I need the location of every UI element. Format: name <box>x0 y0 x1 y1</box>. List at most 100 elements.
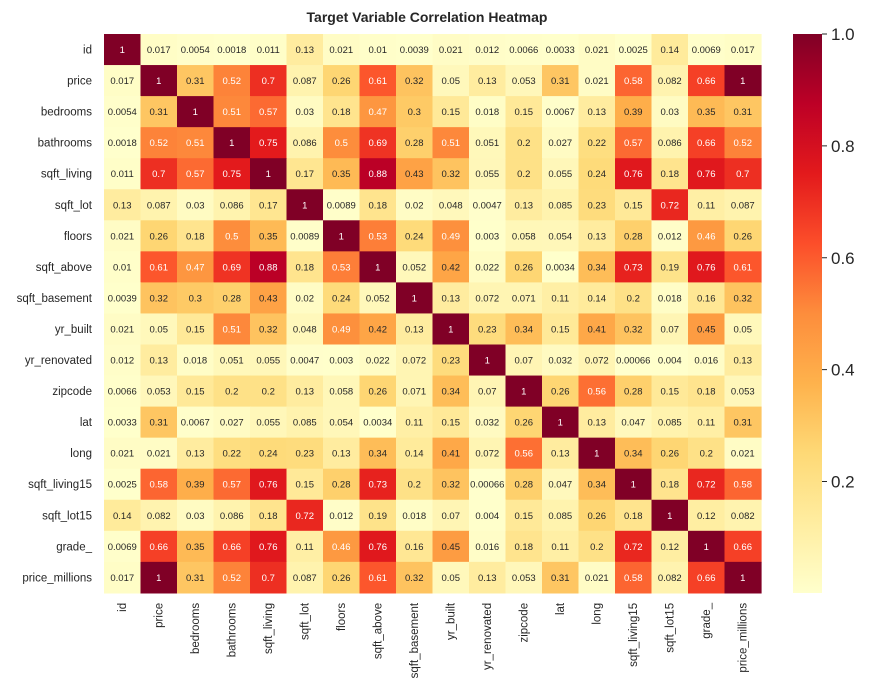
heatmap-cell-rect <box>724 96 762 128</box>
heatmap-cell: 0.23 <box>286 437 324 470</box>
heatmap-cell-label: 0.3 <box>189 293 202 304</box>
heatmap-cell-rect <box>177 375 215 408</box>
heatmap-cell: 0.021 <box>432 34 470 66</box>
heatmap-cell-label: 0.14 <box>405 449 424 460</box>
heatmap-cell-rect <box>213 437 251 470</box>
heatmap-cell: 0.11 <box>542 530 580 563</box>
heatmap-cell: 0.76 <box>688 158 726 190</box>
heatmap-cell-label: 0.07 <box>478 387 497 398</box>
heatmap-cell: 0.7 <box>250 65 288 97</box>
heatmap-cell-label: 0.72 <box>697 480 716 491</box>
heatmap-cell: 0.51 <box>213 313 251 346</box>
heatmap-cell: 0.021 <box>724 437 762 470</box>
heatmap-cell: 0.012 <box>651 220 689 252</box>
heatmap-cell-label: 0.7 <box>152 169 165 180</box>
heatmap-cell: 0.072 <box>469 437 507 470</box>
heatmap-cell: 0.7 <box>724 158 762 190</box>
heatmap-cell-rect <box>213 561 251 594</box>
heatmap-cell-label: 0.082 <box>658 573 682 584</box>
x-tick-label: sqft_lot15 <box>665 603 677 653</box>
heatmap-cell-rect <box>396 220 434 252</box>
heatmap-cell: 0.15 <box>505 96 543 128</box>
heatmap-cell: 0.57 <box>213 468 251 501</box>
heatmap-cell-rect <box>359 437 397 470</box>
heatmap-cell-label: 0.5 <box>225 231 238 242</box>
heatmap-cell: 0.016 <box>469 530 507 563</box>
heatmap-cell-label: 0.2 <box>590 542 603 553</box>
heatmap-cell-rect <box>396 437 434 470</box>
heatmap-cell: 0.055 <box>469 158 507 190</box>
heatmap-cell: 0.17 <box>250 189 288 221</box>
heatmap-cell: 0.13 <box>542 437 580 470</box>
heatmap-cell-rect <box>542 468 580 501</box>
heatmap-cell-rect <box>250 127 288 159</box>
heatmap-cell-label: 0.76 <box>259 542 278 553</box>
heatmap-cell-label: 0.2 <box>262 387 275 398</box>
heatmap-cell-label: 0.52 <box>150 138 169 149</box>
heatmap-cell-rect <box>615 437 653 470</box>
heatmap-cell-rect <box>688 313 726 346</box>
heatmap-cell: 0.52 <box>724 127 762 159</box>
heatmap-cell-rect <box>724 313 762 346</box>
heatmap-cell: 0.32 <box>615 313 653 346</box>
heatmap-cell-label: 0.055 <box>475 169 499 180</box>
heatmap-cell: 0.071 <box>396 375 434 408</box>
heatmap-cell-rect <box>651 561 689 594</box>
heatmap-cell-rect <box>578 158 616 190</box>
heatmap-cell-rect <box>578 344 616 377</box>
heatmap-cell: 0.022 <box>469 251 507 283</box>
heatmap-cell-label: 0.0069 <box>692 45 721 56</box>
heatmap-cell: 0.18 <box>286 251 324 283</box>
x-tick-label: id <box>117 603 129 612</box>
heatmap-cell-rect <box>140 437 178 470</box>
heatmap-cell-label: 1 <box>448 324 453 335</box>
heatmap-cell: 0.42 <box>359 313 397 346</box>
heatmap-cell: 0.15 <box>615 189 653 221</box>
heatmap-cell-rect <box>615 344 653 377</box>
heatmap-cell-label: 1 <box>485 356 490 367</box>
heatmap-cell-label: 0.53 <box>369 231 388 242</box>
heatmap-cell-rect <box>286 530 324 563</box>
heatmap-cell-rect <box>615 282 653 315</box>
heatmap-cell-label: 0.0033 <box>546 45 575 56</box>
heatmap-cell: 0.26 <box>505 406 543 439</box>
heatmap-cell: 0.46 <box>323 530 361 563</box>
heatmap-cell-rect <box>505 34 543 66</box>
heatmap-cell: 0.73 <box>615 251 653 283</box>
heatmap-cell: 0.13 <box>286 375 324 408</box>
heatmap-cell-label: 0.56 <box>588 387 607 398</box>
heatmap-cell: 0.0039 <box>396 34 434 66</box>
heatmap-cell-rect <box>250 468 288 501</box>
heatmap-cell-label: 0.35 <box>186 542 205 553</box>
heatmap-cell-rect <box>724 406 762 439</box>
heatmap-cell-label: 0.2 <box>627 293 640 304</box>
heatmap-cell: 0.35 <box>250 220 288 252</box>
heatmap-cell: 0.011 <box>250 34 288 66</box>
heatmap-cell-rect <box>724 468 762 501</box>
heatmap-cell-label: 0.43 <box>259 293 278 304</box>
heatmap-cell-rect <box>104 34 142 66</box>
y-tick-label: sqft_living <box>41 169 92 181</box>
heatmap-cell-rect <box>432 96 470 128</box>
heatmap-cell: 0.32 <box>396 65 434 97</box>
heatmap-cell-rect <box>688 375 726 408</box>
heatmap-cell-label: 0.34 <box>624 449 643 460</box>
heatmap-cells: 1 0.017 0.0054 0.0018 0.011 0.13 0.021 0.01 0.00… <box>104 34 762 594</box>
heatmap-cell-label: 1 <box>704 542 709 553</box>
heatmap-cell: 0.34 <box>432 375 470 408</box>
heatmap-cell-label: 0.15 <box>442 107 461 118</box>
heatmap-cell-label: 1 <box>375 262 380 273</box>
heatmap-cell: 0.021 <box>578 65 616 97</box>
heatmap-cell: 0.082 <box>651 561 689 594</box>
heatmap-cell: 0.047 <box>542 468 580 501</box>
heatmap-cell-rect <box>542 189 580 221</box>
heatmap-cell-label: 0.24 <box>259 449 278 460</box>
heatmap-cell: 0.66 <box>724 530 762 563</box>
heatmap-cell-rect <box>286 437 324 470</box>
heatmap-cell-rect <box>432 189 470 221</box>
heatmap-cell-label: 0.003 <box>329 356 353 367</box>
heatmap-cell-rect <box>578 313 616 346</box>
heatmap-cell-label: 0.26 <box>588 511 607 522</box>
heatmap-cell-label: 1 <box>193 107 198 118</box>
x-tick-label: sqft_above <box>373 603 385 659</box>
